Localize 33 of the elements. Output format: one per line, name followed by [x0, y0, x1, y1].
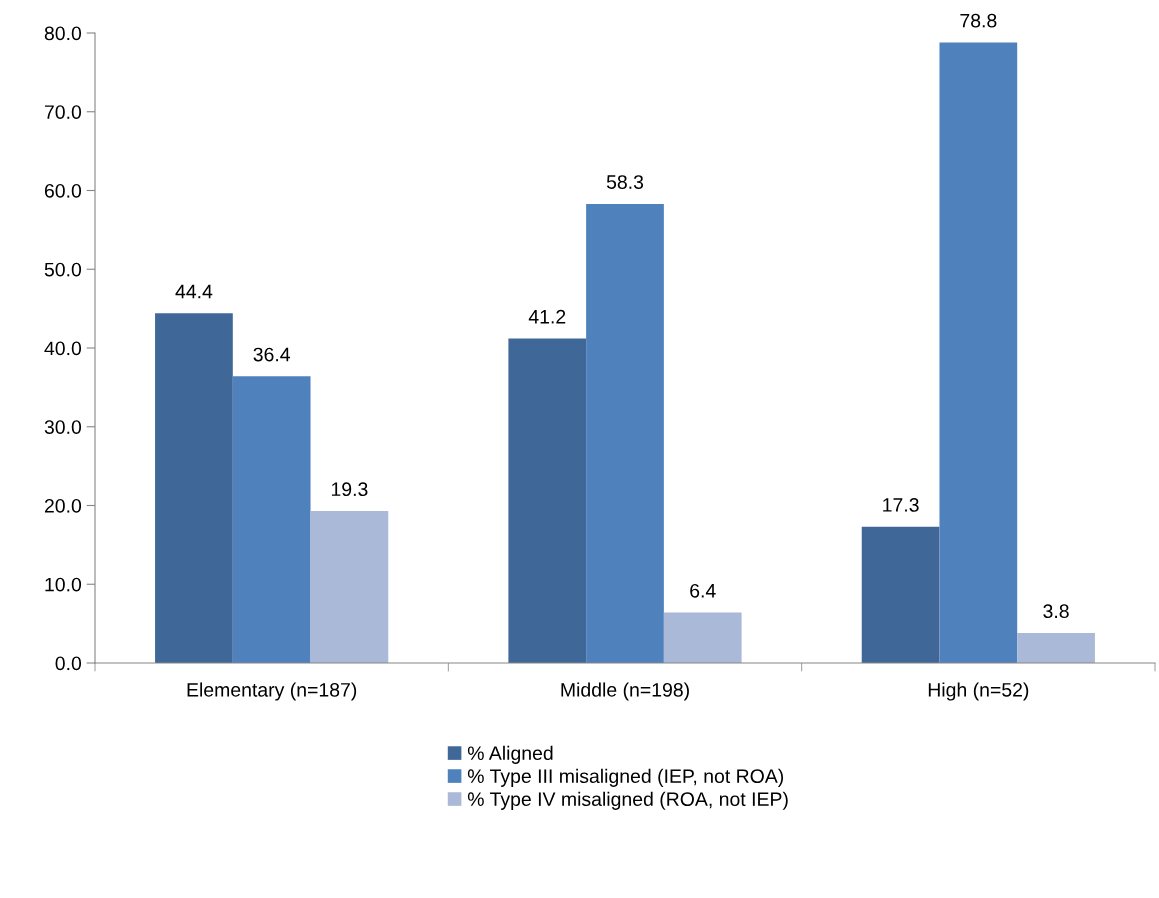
- bar: [939, 42, 1018, 663]
- data-label: 17.3: [883, 498, 919, 512]
- bar: [155, 313, 233, 663]
- bar: [508, 338, 587, 663]
- x-tick-label: Elementary (n=187): [187, 682, 357, 701]
- data-label: 58.3: [606, 175, 644, 189]
- y-tick-label: 10.0: [45, 577, 82, 592]
- y-tick-label: 20.0: [44, 498, 82, 513]
- data-label: 19.3: [331, 482, 368, 497]
- bar: [663, 612, 742, 663]
- x-tick-label: Middle (n=198): [561, 682, 689, 701]
- bar: [310, 511, 389, 663]
- y-tick-label: 50.0: [44, 262, 82, 277]
- y-tick-label: 0.0: [55, 656, 82, 671]
- bar: [1017, 633, 1095, 663]
- bar: [586, 203, 664, 663]
- y-tick-label: 30.0: [44, 420, 82, 434]
- y-tick-label: 70.0: [44, 105, 82, 119]
- x-tick-label: High (n=52): [928, 682, 1029, 701]
- data-label: 3.8: [1043, 604, 1069, 619]
- bar: [861, 526, 940, 663]
- data-label: 78.8: [960, 13, 997, 28]
- y-tick-label: 40.0: [44, 341, 82, 356]
- y-tick-label: 80.0: [44, 26, 82, 41]
- bar: [232, 376, 311, 663]
- legend-label: % Type IV misaligned (ROA, not IEP): [467, 791, 788, 810]
- data-label: 44.4: [175, 284, 213, 299]
- legend-label: % Aligned: [467, 745, 553, 764]
- data-label: 6.4: [690, 583, 716, 598]
- data-label: 36.4: [253, 347, 291, 362]
- data-label: 41.2: [528, 309, 566, 324]
- y-tick-label: 60.0: [44, 183, 82, 198]
- legend-label: % Type III misaligned (IEP, not ROA): [467, 768, 784, 787]
